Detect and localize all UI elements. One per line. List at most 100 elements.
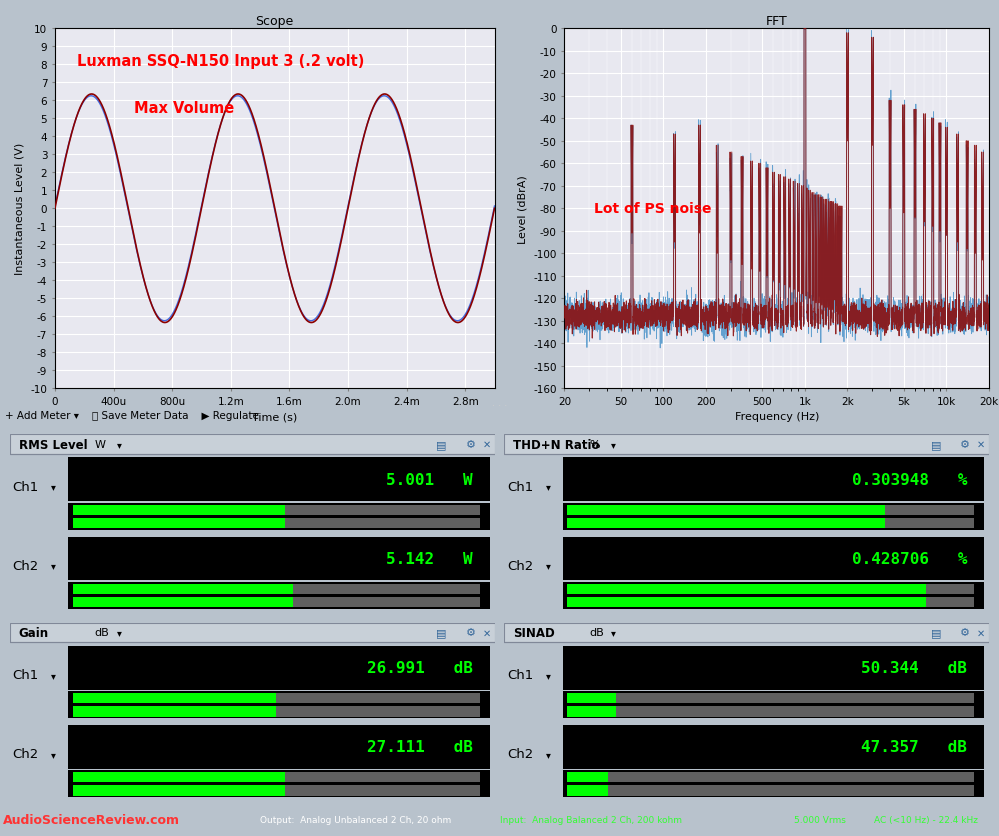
- Bar: [73, 693, 277, 703]
- Bar: [293, 584, 480, 594]
- Text: ▾: ▾: [545, 482, 550, 492]
- Text: ▾: ▾: [545, 749, 550, 759]
- Text: 0.428706   %: 0.428706 %: [852, 551, 967, 566]
- Bar: [68, 582, 490, 609]
- Text: ✕: ✕: [977, 628, 985, 638]
- Bar: [608, 772, 974, 782]
- Text: Input:  Analog Balanced 2 Ch, 200 kohm: Input: Analog Balanced 2 Ch, 200 kohm: [500, 815, 681, 823]
- Text: ▾: ▾: [545, 670, 550, 680]
- Bar: [885, 518, 974, 528]
- Bar: [504, 623, 989, 643]
- Bar: [68, 503, 490, 530]
- Text: Lot of PS noise: Lot of PS noise: [594, 202, 711, 216]
- Text: Ch1: Ch1: [506, 481, 533, 493]
- Text: Ch1: Ch1: [12, 669, 39, 681]
- X-axis label: Frequency (Hz): Frequency (Hz): [734, 412, 819, 422]
- Text: ▾: ▾: [117, 628, 122, 638]
- Text: Output:  Analog Unbalanced 2 Ch, 20 ohm: Output: Analog Unbalanced 2 Ch, 20 ohm: [260, 815, 451, 823]
- Bar: [73, 505, 285, 515]
- Text: Ch2: Ch2: [506, 559, 533, 573]
- Text: ▾: ▾: [51, 561, 56, 571]
- Text: 26.991   dB: 26.991 dB: [367, 660, 473, 675]
- Text: + Add Meter ▾    💾 Save Meter Data    ▶ Regulate: + Add Meter ▾ 💾 Save Meter Data ▶ Regula…: [5, 410, 259, 421]
- Text: ▾: ▾: [611, 440, 616, 450]
- Text: ▤: ▤: [437, 628, 447, 638]
- Bar: [562, 770, 984, 798]
- Text: Ch1: Ch1: [506, 669, 533, 681]
- Bar: [562, 582, 984, 609]
- Text: 5.001   W: 5.001 W: [386, 472, 473, 487]
- X-axis label: Time (s): Time (s): [252, 412, 298, 422]
- Text: 5.000 Vrms: 5.000 Vrms: [794, 815, 846, 823]
- Bar: [567, 584, 926, 594]
- Text: ⚙: ⚙: [960, 628, 970, 638]
- Bar: [567, 772, 608, 782]
- Text: Ch2: Ch2: [12, 559, 39, 573]
- Text: Luxman SSQ-N150 Input 3 (.2 volt): Luxman SSQ-N150 Input 3 (.2 volt): [77, 54, 365, 69]
- Text: AudioScienceReview.com: AudioScienceReview.com: [3, 813, 180, 826]
- Bar: [10, 623, 495, 643]
- Bar: [567, 693, 616, 703]
- Text: 47.357   dB: 47.357 dB: [861, 739, 967, 754]
- Bar: [68, 770, 490, 798]
- Text: ▾: ▾: [51, 749, 56, 759]
- Text: W: W: [95, 440, 106, 450]
- Text: ✕: ✕: [977, 440, 985, 450]
- Bar: [285, 505, 480, 515]
- Bar: [285, 772, 480, 782]
- Text: ▤: ▤: [931, 440, 941, 450]
- Bar: [73, 772, 285, 782]
- Bar: [567, 706, 616, 716]
- Text: Ch1: Ch1: [12, 481, 39, 493]
- Text: ▾: ▾: [545, 561, 550, 571]
- Bar: [926, 598, 974, 608]
- Text: AC (<10 Hz) - 22.4 kHz: AC (<10 Hz) - 22.4 kHz: [874, 815, 978, 823]
- Bar: [10, 435, 495, 455]
- Bar: [567, 598, 926, 608]
- Text: 27.111   dB: 27.111 dB: [367, 739, 473, 754]
- Text: ▾: ▾: [51, 670, 56, 680]
- Text: ▾: ▾: [51, 482, 56, 492]
- Bar: [926, 584, 974, 594]
- Text: dB: dB: [589, 628, 604, 638]
- Bar: [68, 646, 490, 690]
- Text: ✕: ✕: [483, 440, 491, 450]
- Bar: [73, 598, 293, 608]
- Text: ▤: ▤: [437, 440, 447, 450]
- Bar: [293, 598, 480, 608]
- Bar: [567, 518, 885, 528]
- Bar: [562, 691, 984, 718]
- Text: Ch2: Ch2: [12, 747, 39, 761]
- Text: ✕: ✕: [483, 628, 491, 638]
- Text: THD+N Ratio: THD+N Ratio: [513, 438, 599, 451]
- Bar: [73, 706, 277, 716]
- Bar: [562, 503, 984, 530]
- Title: Scope: Scope: [256, 15, 294, 28]
- Bar: [616, 706, 974, 716]
- Bar: [616, 693, 974, 703]
- Bar: [562, 725, 984, 769]
- Text: 0.303948   %: 0.303948 %: [852, 472, 967, 487]
- Text: ⚙: ⚙: [960, 440, 970, 450]
- Text: dB: dB: [95, 628, 110, 638]
- Text: ⚙: ⚙: [466, 628, 476, 638]
- Bar: [562, 537, 984, 581]
- Bar: [285, 786, 480, 796]
- Text: Max Volume: Max Volume: [134, 101, 235, 116]
- Bar: [68, 691, 490, 718]
- Title: FFT: FFT: [766, 15, 787, 28]
- Bar: [567, 786, 608, 796]
- Bar: [885, 505, 974, 515]
- Bar: [285, 518, 480, 528]
- Text: SINAD: SINAD: [513, 626, 555, 640]
- Bar: [562, 646, 984, 690]
- Bar: [277, 693, 480, 703]
- Text: 50.344   dB: 50.344 dB: [861, 660, 967, 675]
- Bar: [504, 435, 989, 455]
- Y-axis label: Level (dBrA): Level (dBrA): [517, 175, 527, 243]
- Bar: [562, 458, 984, 502]
- Bar: [68, 458, 490, 502]
- Text: RMS Level: RMS Level: [19, 438, 87, 451]
- Text: Gain: Gain: [19, 626, 49, 640]
- Text: ▤: ▤: [931, 628, 941, 638]
